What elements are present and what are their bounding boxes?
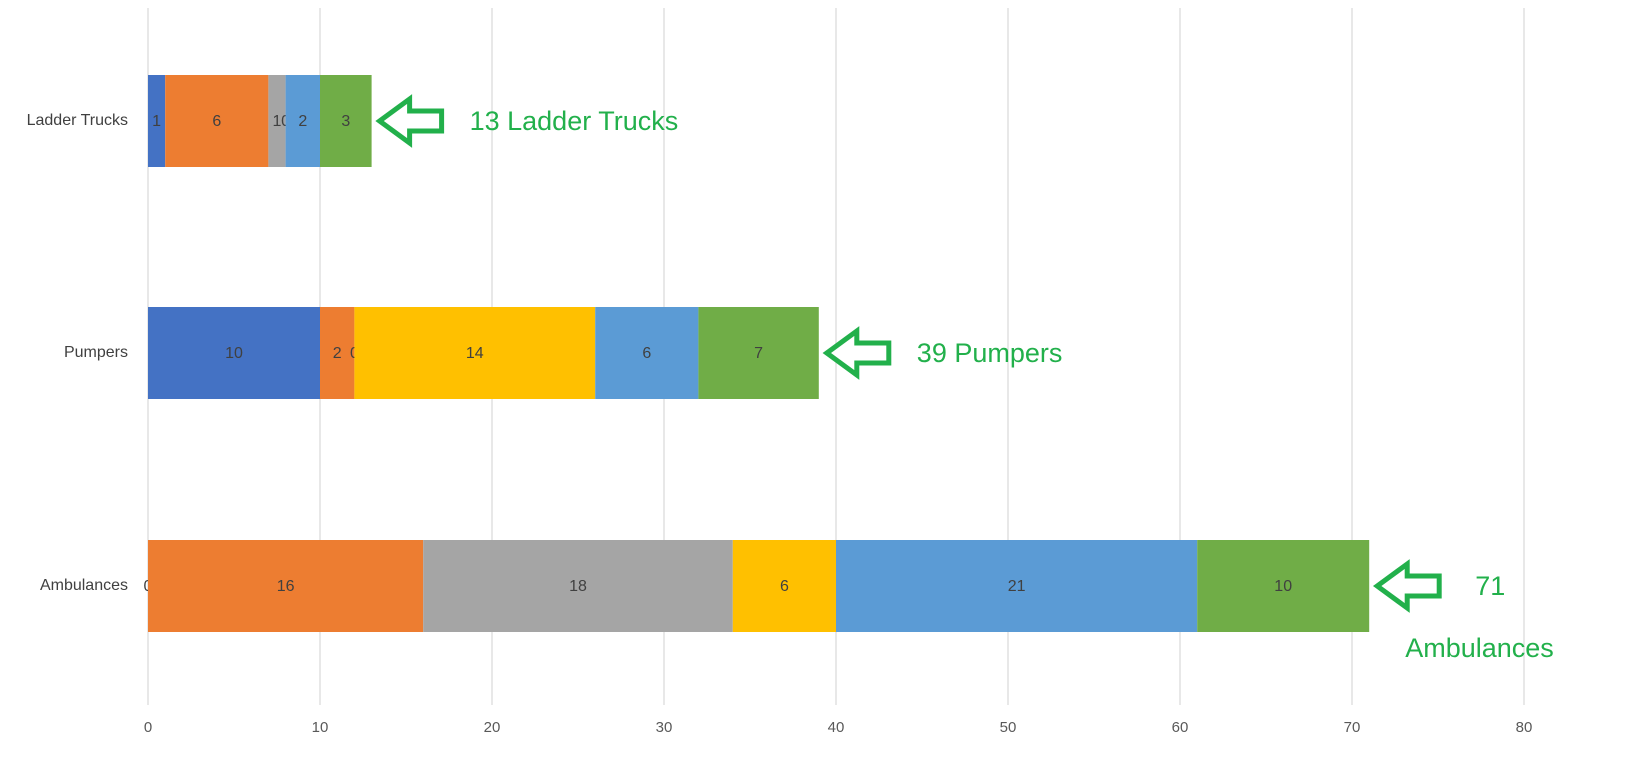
annotation-line: 71: [1475, 571, 1505, 601]
y-tick-label: Ambulances: [40, 577, 128, 594]
bar-segment: [285, 75, 320, 167]
data-label: 6: [642, 345, 651, 362]
annotation-line: Ambulances: [1405, 633, 1554, 663]
x-tick-label: 0: [144, 719, 152, 736]
data-label: 10: [1274, 578, 1292, 595]
x-tick-label: 20: [484, 719, 501, 736]
x-tick-label: 40: [828, 719, 845, 736]
y-tick-label: Ladder Trucks: [27, 112, 128, 129]
bar-segment: [354, 307, 596, 399]
bar-segment: [148, 75, 166, 167]
bar-segment: [1197, 540, 1370, 632]
x-tick-label: 80: [1516, 719, 1533, 736]
x-tick-label: 70: [1344, 719, 1361, 736]
annotation: 39 Pumpers: [917, 338, 1063, 368]
bar-segment: [165, 75, 269, 167]
bar-segment: [595, 307, 699, 399]
x-tick-label: 50: [1000, 719, 1017, 736]
annotation: 71 Ambulances: [1405, 571, 1554, 663]
data-label: 6: [780, 578, 789, 595]
data-label: 14: [466, 345, 484, 362]
bar-segment: [836, 540, 1198, 632]
bar-segment: [148, 540, 424, 632]
data-label: 10: [225, 345, 243, 362]
arrow: [1372, 559, 1442, 613]
data-label: 16: [277, 578, 295, 595]
data-label: 1: [273, 113, 282, 130]
bar-segment: [698, 307, 819, 399]
data-label: 2: [333, 345, 342, 362]
data-label: 6: [212, 113, 221, 130]
bar-segment: [148, 307, 320, 399]
bar-segment: [423, 540, 733, 632]
data-label: 3: [341, 113, 350, 130]
data-label: 2: [298, 113, 307, 130]
arrow: [375, 94, 445, 148]
annotation: 13 Ladder Trucks: [470, 106, 679, 136]
bar-segment: [268, 75, 286, 167]
x-tick-label: 60: [1172, 719, 1189, 736]
x-tick-label: 30: [656, 719, 673, 736]
data-label: 18: [569, 578, 587, 595]
bar-segment: [320, 75, 372, 167]
bar-segment: [732, 540, 836, 632]
arrow: [822, 326, 892, 380]
bar-segment: [320, 307, 355, 399]
y-tick-label: Pumpers: [64, 344, 128, 361]
data-label: 21: [1008, 578, 1026, 595]
data-label: 7: [754, 345, 763, 362]
data-label: 1: [152, 113, 161, 130]
x-tick-label: 10: [312, 719, 329, 736]
